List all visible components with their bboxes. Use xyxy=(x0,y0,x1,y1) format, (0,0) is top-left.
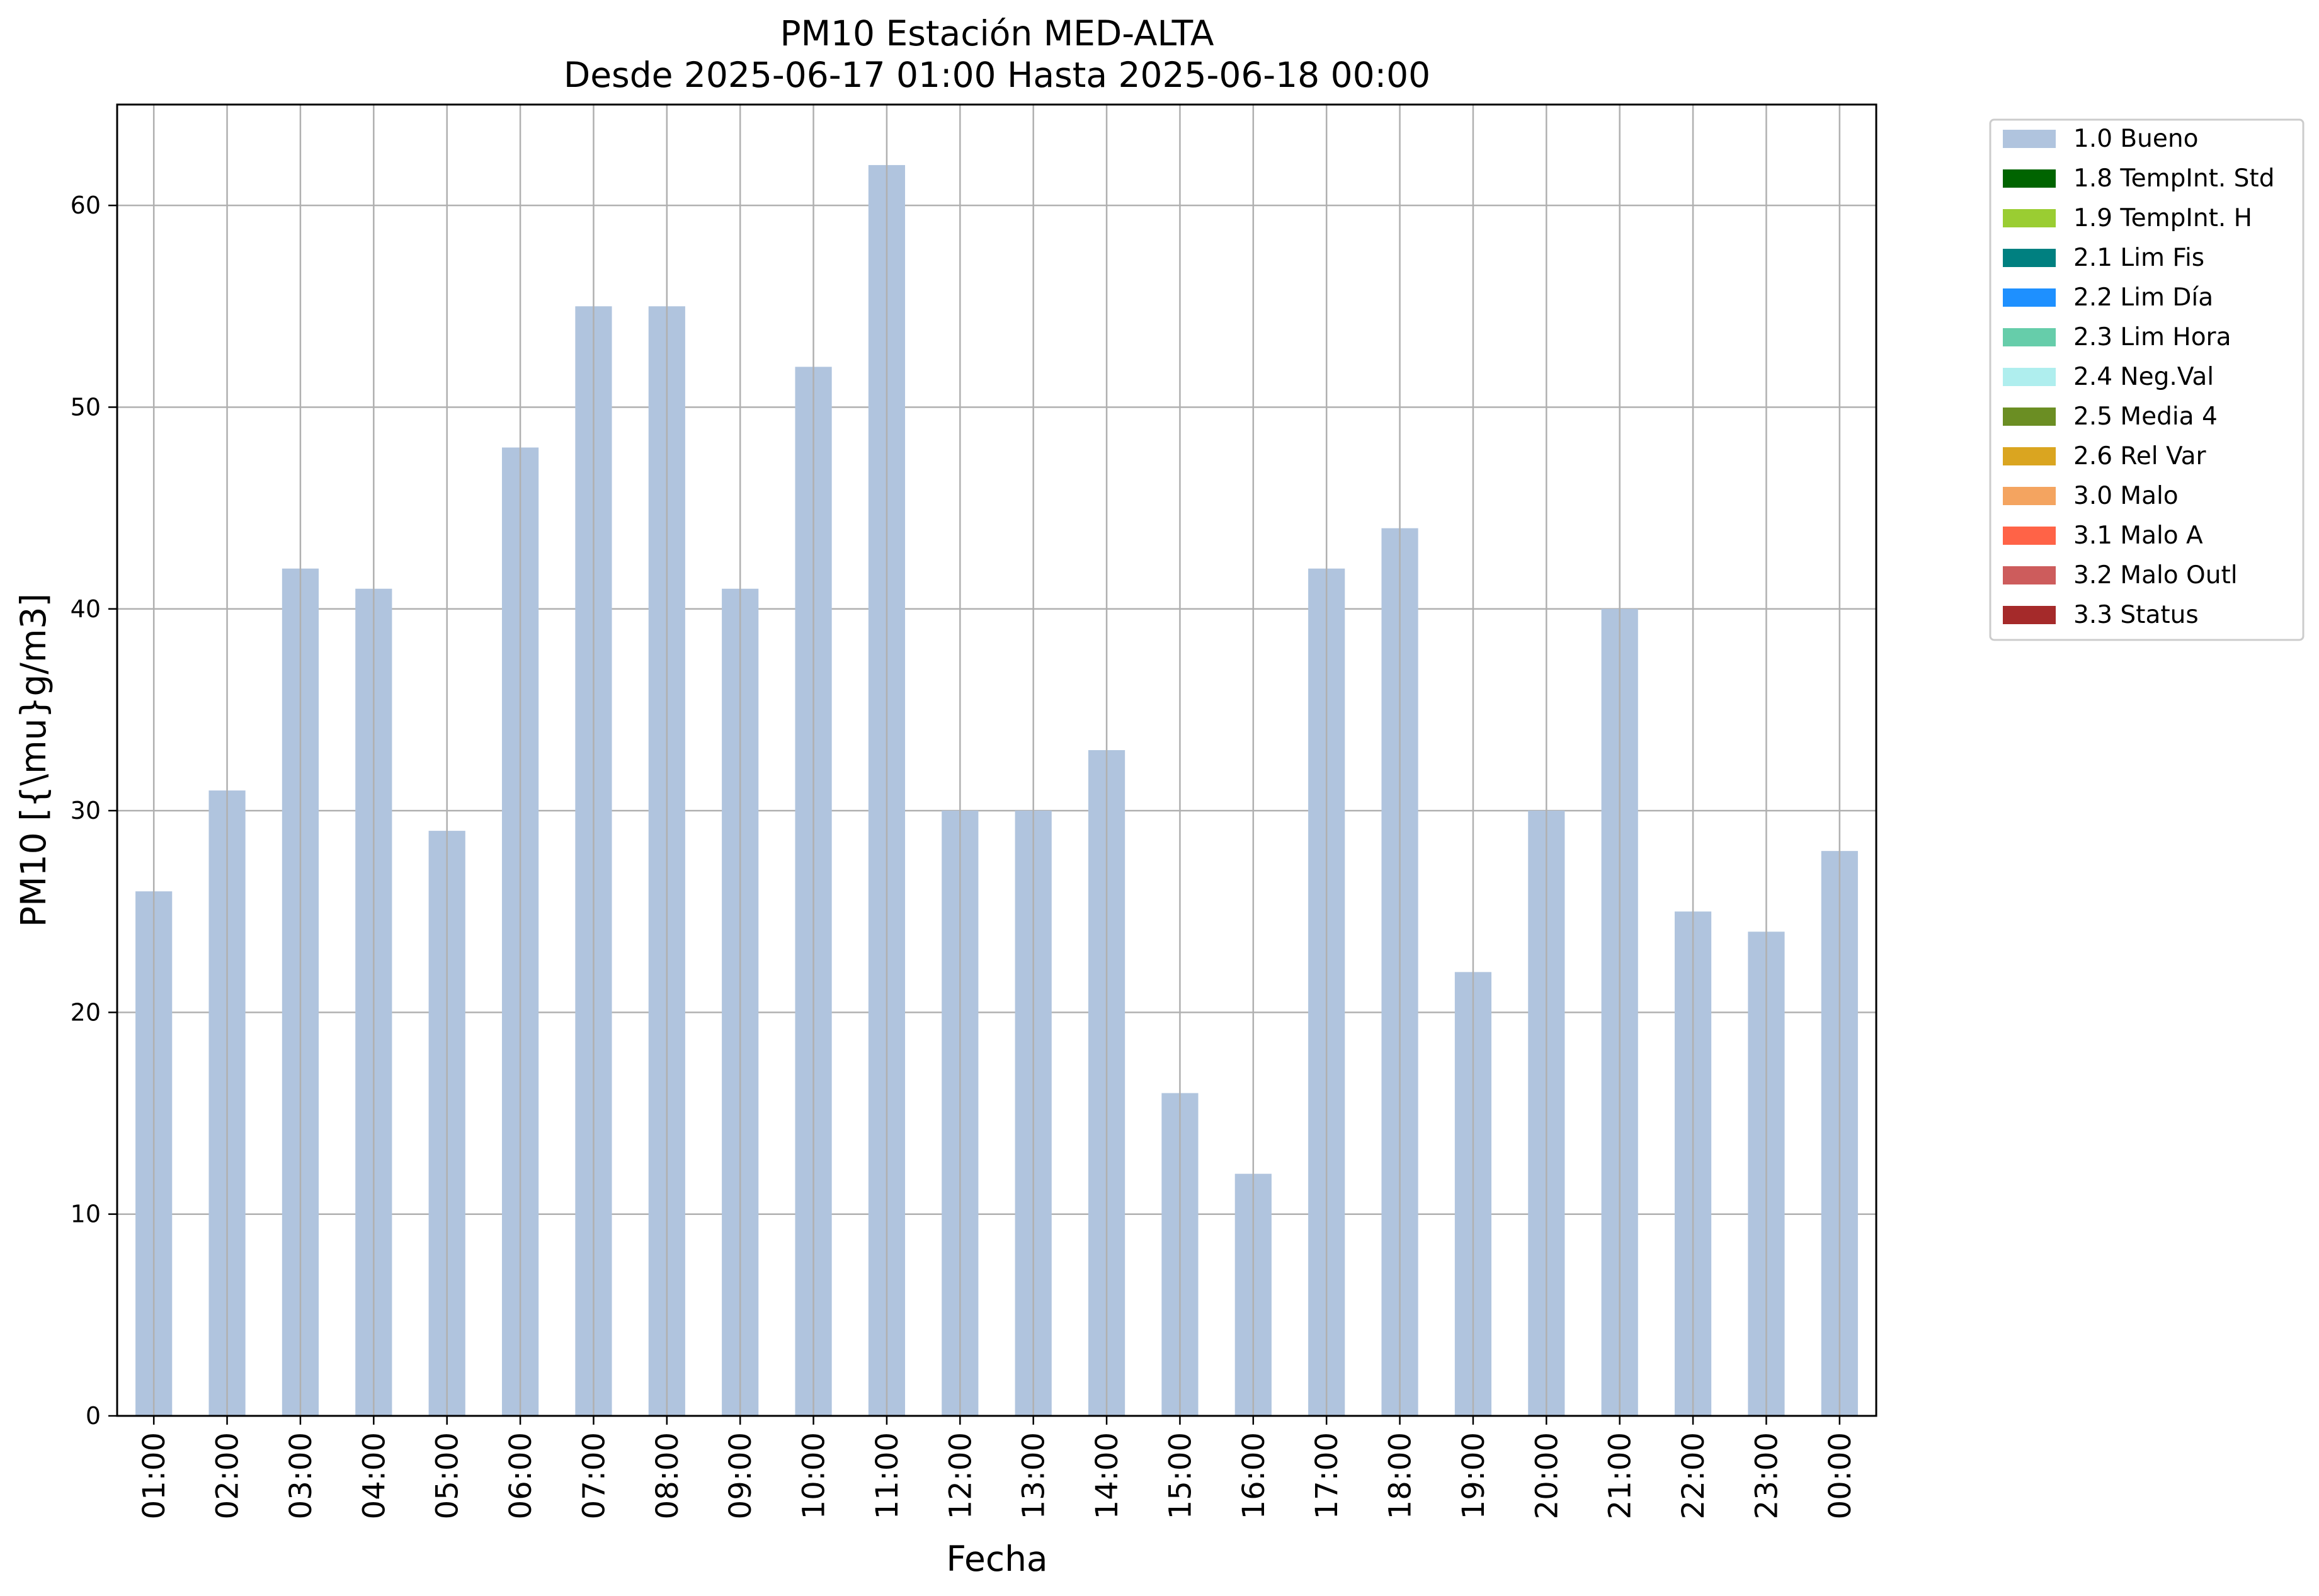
x-tick-label: 11:00 xyxy=(870,1432,905,1519)
legend-box xyxy=(1989,118,2305,641)
y-tick-label: 60 xyxy=(71,191,101,219)
y-tick-label: 30 xyxy=(71,797,101,824)
legend-swatch xyxy=(2003,606,2056,624)
legend-label: 2.5 Media 4 xyxy=(2073,402,2218,431)
x-tick-label: 19:00 xyxy=(1456,1432,1491,1519)
x-tick-label: 04:00 xyxy=(356,1432,392,1519)
legend-swatch xyxy=(2003,249,2056,267)
x-tick-label: 20:00 xyxy=(1529,1432,1564,1519)
x-tick-label: 17:00 xyxy=(1309,1432,1345,1519)
legend-label: 2.3 Lim Hora xyxy=(2073,323,2231,351)
y-axis-ticks: 0 10 20 30 40 50 60 xyxy=(71,191,117,1430)
legend-swatch xyxy=(2003,447,2056,465)
legend-label: 2.2 Lim Día xyxy=(2073,283,2213,312)
y-tick-label: 50 xyxy=(71,393,101,421)
x-tick-label: 08:00 xyxy=(650,1432,685,1519)
legend-label: 3.3 Status xyxy=(2073,601,2199,629)
legend-swatch xyxy=(2003,169,2056,188)
legend-swatch xyxy=(2003,288,2056,307)
x-tick-label: 15:00 xyxy=(1163,1432,1198,1519)
chart-subtitle: Desde 2025-06-17 01:00 Hasta 2025-06-18 … xyxy=(564,55,1430,95)
x-tick-label: 02:00 xyxy=(210,1432,246,1519)
x-axis-ticks: 01:00 02:00 03:00 04:00 05:00 06:00 07:00 08:00… xyxy=(137,1416,1858,1519)
grid-layer xyxy=(117,204,1876,1417)
y-tick-label: 10 xyxy=(71,1200,101,1228)
legend-swatch xyxy=(2003,130,2056,148)
legend-label: 3.0 Malo xyxy=(2073,482,2179,510)
legend-label: 1.9 TempInt. H xyxy=(2073,204,2252,232)
legend-swatch xyxy=(2003,209,2056,227)
x-tick-label: 01:00 xyxy=(137,1432,172,1519)
x-tick-label: 00:00 xyxy=(1823,1432,1858,1519)
x-tick-label: 06:00 xyxy=(503,1432,538,1519)
x-tick-label: 10:00 xyxy=(797,1432,832,1519)
x-tick-label: 03:00 xyxy=(283,1432,319,1519)
legend-label: 1.8 TempInt. Std xyxy=(2073,164,2274,193)
chart-title: PM10 Estación MED-ALTA xyxy=(780,13,1214,54)
x-tick-label: 12:00 xyxy=(943,1432,978,1519)
x-tick-label: 07:00 xyxy=(576,1432,612,1519)
legend-label: 1.0 Bueno xyxy=(2073,125,2198,153)
x-tick-label: 09:00 xyxy=(723,1432,758,1519)
legend: 1.0 Bueno 1.8 TempInt. Std 1.9 TempInt. H 2… xyxy=(1989,118,2305,641)
plot-frame xyxy=(116,103,1877,1417)
legend-swatch xyxy=(2003,408,2056,426)
x-tick-label: 21:00 xyxy=(1603,1432,1638,1519)
legend-label: 3.1 Malo A xyxy=(2073,522,2203,550)
legend-label: 2.6 Rel Var xyxy=(2073,442,2207,470)
y-tick-label: 20 xyxy=(71,998,101,1026)
legend-swatch xyxy=(2003,368,2056,386)
x-tick-label: 05:00 xyxy=(430,1432,465,1519)
legend-swatch xyxy=(2003,328,2056,346)
legend-swatch xyxy=(2003,566,2056,584)
x-tick-label: 13:00 xyxy=(1017,1432,1052,1519)
x-tick-label: 14:00 xyxy=(1090,1432,1125,1519)
legend-label: 2.1 Lim Fis xyxy=(2073,244,2204,272)
legend-label: 2.4 Neg.Val xyxy=(2073,363,2214,391)
x-axis-label: Fecha xyxy=(946,1539,1047,1579)
bars-layer xyxy=(135,105,1858,1416)
legend-items: 1.0 Bueno 1.8 TempInt. Std 1.9 TempInt. H 2… xyxy=(2003,125,2274,629)
legend-swatch xyxy=(2003,487,2056,505)
x-tick-label: 18:00 xyxy=(1383,1432,1418,1519)
legend-label: 3.2 Malo Outl xyxy=(2073,561,2238,590)
y-tick-label: 40 xyxy=(71,595,101,623)
x-tick-label: 16:00 xyxy=(1236,1432,1272,1519)
legend-swatch xyxy=(2003,527,2056,545)
x-tick-label: 22:00 xyxy=(1676,1432,1711,1519)
x-tick-label: 23:00 xyxy=(1749,1432,1784,1519)
y-tick-label: 0 xyxy=(86,1402,101,1430)
y-axis-label: PM10 [{\mu}g/m3] xyxy=(13,593,54,927)
